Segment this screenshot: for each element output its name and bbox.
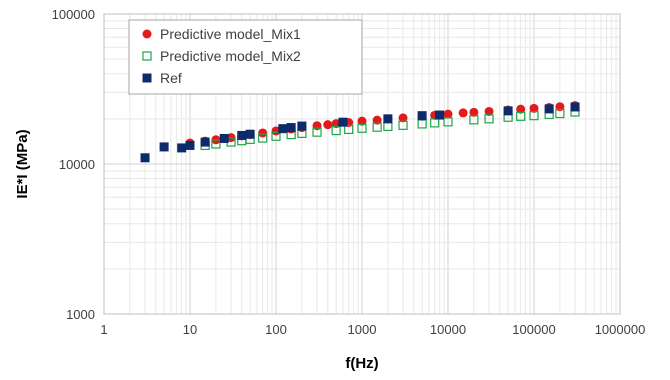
legend-label: Predictive model_Mix1	[160, 26, 301, 42]
data-point	[200, 137, 210, 147]
data-point	[286, 123, 296, 133]
plot-area-frame	[103, 13, 621, 315]
y-tick-label: 10000	[59, 157, 95, 172]
data-point	[516, 111, 526, 121]
legend-item: Ref	[142, 70, 182, 86]
data-point	[398, 113, 408, 123]
data-point	[544, 104, 554, 114]
legend-box	[128, 19, 363, 95]
legend-item: Predictive model_Mix2	[142, 48, 301, 64]
data-point	[159, 142, 169, 152]
x-tick-label: 10	[183, 322, 197, 337]
data-point	[245, 129, 255, 139]
data-series	[140, 101, 580, 163]
data-point	[338, 117, 348, 127]
data-point	[430, 118, 440, 128]
legend-item: Predictive model_Mix1	[142, 26, 301, 42]
data-point	[503, 106, 513, 116]
y-tick-label: 100000	[52, 7, 95, 22]
data-point	[417, 111, 427, 121]
x-tick-label: 100000	[512, 322, 555, 337]
data-point	[271, 126, 281, 136]
legend-label: Ref	[160, 70, 182, 86]
series-3	[140, 102, 580, 163]
legend-items: Predictive model_Mix1 Predictive model_Mi…	[142, 26, 301, 86]
data-point	[443, 117, 453, 127]
data-point	[443, 109, 453, 119]
x-axis-label: f(Hz)	[345, 355, 378, 372]
legend-marker	[142, 29, 152, 39]
data-point	[372, 122, 382, 132]
data-point	[331, 125, 341, 136]
data-point	[278, 124, 288, 134]
x-tick-label: 100	[265, 322, 287, 337]
x-tick-label: 1000000	[595, 322, 646, 337]
data-point	[435, 110, 445, 120]
legend-label: Predictive model_Mix2	[160, 48, 301, 64]
x-tick-label: 10000	[430, 322, 466, 337]
x-tick-label: 1000	[348, 322, 377, 337]
data-point	[297, 121, 307, 131]
data-point	[469, 107, 479, 117]
data-point	[357, 123, 367, 133]
legend-marker	[142, 73, 152, 83]
data-point	[383, 114, 393, 124]
data-point	[555, 108, 565, 119]
data-point	[372, 115, 382, 125]
data-point	[312, 121, 322, 131]
y-tick-label: 1000	[66, 307, 95, 322]
tick-labels: 1 10 100 1000 10000 100000 1000000 1000 10000 100…	[52, 7, 646, 337]
data-point	[219, 133, 229, 143]
data-point	[140, 153, 150, 163]
data-point	[211, 139, 221, 149]
data-point	[271, 131, 281, 141]
data-point	[484, 106, 494, 116]
x-tick-label: 1	[100, 322, 107, 337]
data-point	[312, 127, 322, 137]
data-point	[529, 111, 539, 121]
data-point	[458, 108, 468, 118]
data-point	[344, 124, 354, 135]
data-point	[323, 120, 333, 130]
legend-marker	[142, 51, 152, 61]
data-point	[177, 143, 187, 153]
data-point	[258, 128, 268, 138]
data-point	[570, 102, 580, 112]
data-point	[185, 140, 195, 150]
data-point	[331, 119, 341, 129]
data-point	[529, 103, 539, 113]
data-point	[398, 120, 408, 130]
data-point	[484, 114, 494, 124]
data-point	[237, 130, 247, 140]
y-axis-label: IE*I (MPa)	[14, 129, 31, 198]
data-point	[516, 104, 526, 114]
data-point	[258, 133, 268, 143]
data-point	[469, 115, 479, 125]
data-point	[357, 116, 367, 126]
legend: Predictive model_Mix1 Predictive model_Mi…	[128, 19, 363, 95]
